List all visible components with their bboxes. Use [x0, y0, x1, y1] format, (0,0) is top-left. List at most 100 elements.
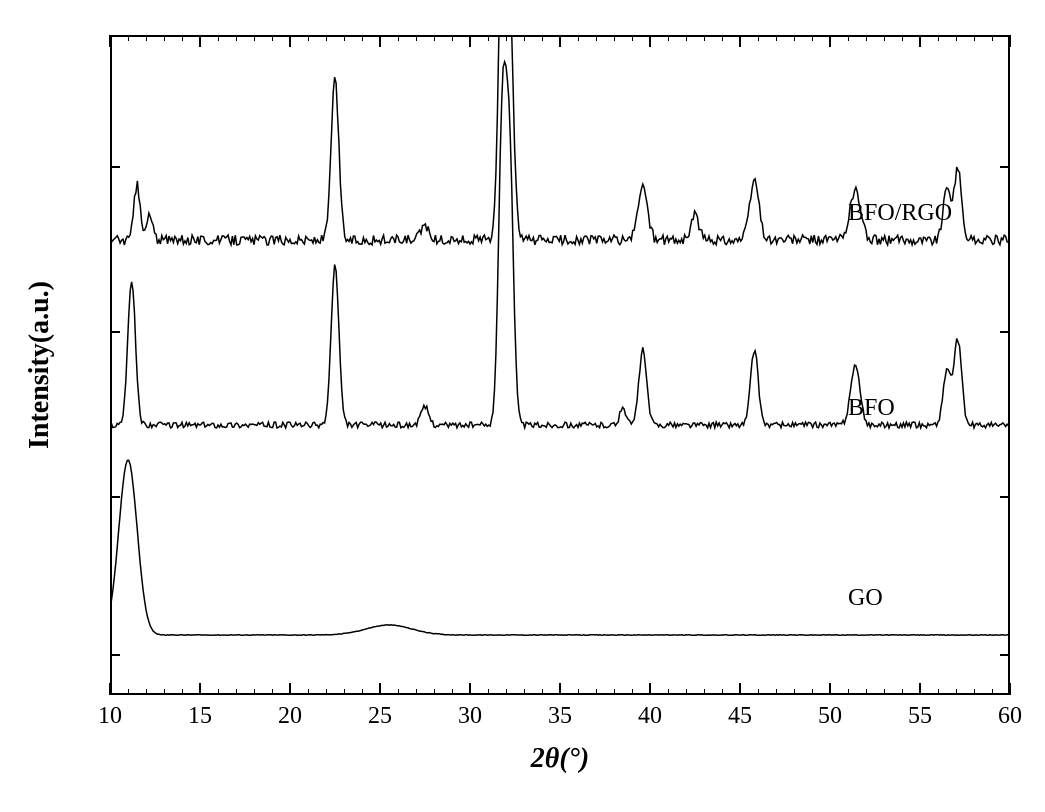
x-tick-label: 50	[818, 703, 842, 730]
x-tick-major	[829, 35, 831, 47]
x-tick-minor	[884, 689, 885, 695]
x-tick-minor	[524, 689, 525, 695]
x-tick-minor	[506, 35, 507, 41]
x-tick-minor	[632, 35, 633, 41]
x-tick-minor	[398, 35, 399, 41]
x-tick-label: 35	[548, 703, 572, 730]
x-tick-minor	[434, 689, 435, 695]
x-tick-minor	[956, 35, 957, 41]
x-tick-major	[379, 683, 381, 695]
x-tick-minor	[578, 689, 579, 695]
x-tick-minor	[812, 689, 813, 695]
x-tick-minor	[146, 689, 147, 695]
x-tick-major	[1009, 35, 1011, 47]
x-tick-minor	[974, 689, 975, 695]
x-tick-minor	[866, 35, 867, 41]
x-tick-minor	[326, 35, 327, 41]
x-tick-label: 25	[368, 703, 392, 730]
x-tick-minor	[848, 35, 849, 41]
x-tick-minor	[686, 35, 687, 41]
x-tick-minor	[308, 689, 309, 695]
x-tick-major	[199, 683, 201, 695]
x-tick-minor	[524, 35, 525, 41]
x-tick-major	[919, 35, 921, 47]
x-tick-minor	[218, 35, 219, 41]
x-tick-minor	[596, 35, 597, 41]
y-tick	[1000, 496, 1010, 498]
x-tick-minor	[866, 689, 867, 695]
y-tick	[110, 331, 120, 333]
x-tick-label: 60	[998, 703, 1022, 730]
x-tick-minor	[344, 35, 345, 41]
x-tick-minor	[902, 689, 903, 695]
x-tick-minor	[902, 35, 903, 41]
x-tick-minor	[722, 35, 723, 41]
x-tick-minor	[848, 689, 849, 695]
x-tick-major	[1009, 683, 1011, 695]
x-tick-major	[559, 35, 561, 47]
x-tick-major	[559, 683, 561, 695]
x-tick-minor	[164, 689, 165, 695]
x-axis-label: 2θ(°)	[531, 743, 589, 775]
x-tick-label: 40	[638, 703, 662, 730]
x-tick-major	[199, 35, 201, 47]
x-tick-minor	[182, 689, 183, 695]
x-tick-minor	[578, 35, 579, 41]
x-tick-label: 15	[188, 703, 212, 730]
x-tick-label: 20	[278, 703, 302, 730]
y-axis-label: Intensity(a.u.)	[24, 281, 56, 449]
x-tick-minor	[128, 35, 129, 41]
x-tick-major	[739, 683, 741, 695]
x-tick-minor	[506, 689, 507, 695]
x-tick-minor	[794, 35, 795, 41]
x-tick-label: 45	[728, 703, 752, 730]
x-tick-minor	[308, 35, 309, 41]
x-tick-minor	[416, 689, 417, 695]
x-tick-minor	[272, 689, 273, 695]
x-tick-minor	[254, 689, 255, 695]
series-label-bfo: BFO	[848, 395, 895, 422]
y-tick	[1000, 166, 1010, 168]
series-label-go: GO	[848, 585, 883, 612]
x-tick-label: 55	[908, 703, 932, 730]
x-tick-minor	[452, 689, 453, 695]
y-tick	[110, 654, 120, 656]
x-tick-minor	[488, 689, 489, 695]
x-tick-major	[289, 683, 291, 695]
series-label-bfo-rgo: BFO/RGO	[848, 200, 952, 227]
x-tick-minor	[704, 35, 705, 41]
x-tick-major	[649, 35, 651, 47]
x-tick-minor	[722, 689, 723, 695]
x-tick-minor	[452, 35, 453, 41]
x-tick-label: 30	[458, 703, 482, 730]
x-tick-major	[739, 35, 741, 47]
x-tick-minor	[236, 35, 237, 41]
x-tick-minor	[686, 689, 687, 695]
x-tick-minor	[362, 689, 363, 695]
x-tick-minor	[992, 689, 993, 695]
x-tick-minor	[632, 689, 633, 695]
x-tick-minor	[794, 689, 795, 695]
x-tick-minor	[614, 35, 615, 41]
x-tick-minor	[992, 35, 993, 41]
x-tick-minor	[128, 689, 129, 695]
y-tick	[110, 166, 120, 168]
x-tick-minor	[182, 35, 183, 41]
x-tick-minor	[254, 35, 255, 41]
x-tick-major	[379, 35, 381, 47]
x-tick-minor	[938, 35, 939, 41]
x-tick-major	[469, 683, 471, 695]
x-tick-minor	[416, 35, 417, 41]
x-tick-major	[289, 35, 291, 47]
x-tick-minor	[812, 35, 813, 41]
y-tick	[1000, 654, 1010, 656]
x-tick-minor	[668, 689, 669, 695]
x-tick-minor	[704, 689, 705, 695]
x-tick-minor	[434, 35, 435, 41]
x-tick-minor	[146, 35, 147, 41]
x-tick-major	[829, 683, 831, 695]
x-tick-minor	[758, 689, 759, 695]
xrd-chart: Intensity(a.u.) 2θ(°) 10 15 20 25 30 35 40 45 50…	[0, 0, 1045, 812]
x-tick-label: 10	[98, 703, 122, 730]
x-tick-minor	[362, 35, 363, 41]
